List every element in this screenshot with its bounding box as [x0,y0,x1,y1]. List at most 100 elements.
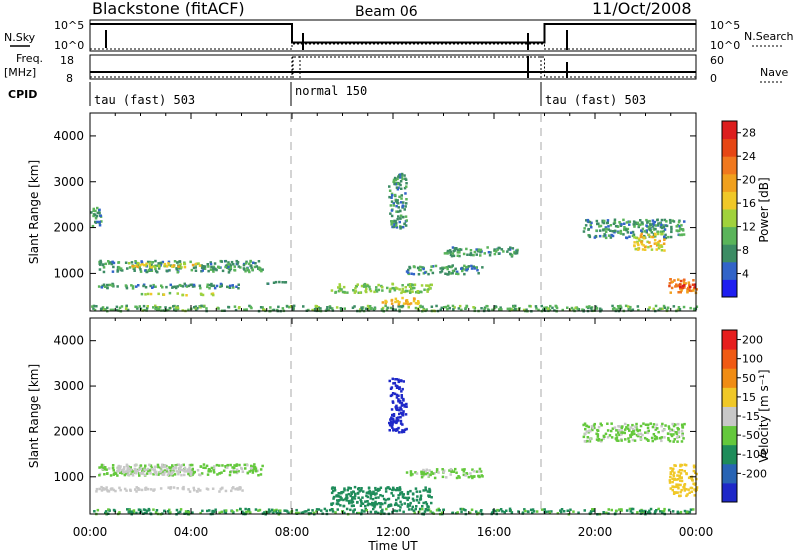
range-cell [124,261,128,264]
range-cell [114,489,117,493]
range-cell [410,508,414,511]
range-cell [453,306,456,309]
range-cell [676,478,680,481]
range-cell [365,509,368,512]
range-cell [139,270,143,273]
range-cell [260,269,263,273]
range-cell [302,305,305,308]
range-cell [499,308,503,312]
range-cell [417,510,421,513]
range-cell [435,468,439,471]
range-cell [206,509,209,513]
range-cell [152,283,155,287]
range-cell [411,497,415,501]
range-cell [397,378,400,381]
range-cell [255,265,259,268]
range-cell [534,305,538,308]
range-cell [117,261,120,264]
range-cell [353,305,356,308]
range-cell [448,306,451,310]
range-cell [404,413,408,416]
range-cell [669,467,672,470]
x-axis-label: Time UT [367,539,418,553]
range-cell [405,402,408,406]
range-cell [157,262,160,265]
range-cell [166,468,169,471]
range-cell [629,305,632,309]
range-cell [145,472,149,475]
range-cell [396,386,400,389]
range-cell [397,431,401,434]
range-cell [106,472,109,475]
range-cell [487,251,491,254]
range-cell [566,306,569,309]
range-cell [126,468,129,471]
range-cell [594,305,598,308]
range-cell [348,501,351,505]
range-cell [388,504,392,508]
range-cell [370,503,373,506]
range-cell [661,307,664,310]
range-cell [151,286,154,289]
colorbar-tick-label: 24 [742,150,756,163]
range-cell [239,266,242,269]
range-cell [588,305,591,308]
range-cell [445,476,448,479]
range-cell [692,482,695,485]
range-cell [657,243,660,246]
range-cell [688,287,691,291]
range-cell [566,509,569,512]
range-cell [402,380,405,383]
range-cell [406,490,410,494]
range-cell [680,233,684,237]
range-cell [389,420,393,424]
range-cell [100,286,104,289]
colorbar-tick-label: -15 [742,410,760,423]
range-cell [664,236,668,240]
range-cell [418,507,422,511]
range-cell [479,248,483,252]
nsearch-right-tick: 10^0 [710,39,740,52]
range-cell [178,468,181,472]
range-cell [388,185,391,188]
range-cell [154,307,157,311]
range-cell [156,307,159,311]
range-cell [397,175,400,178]
range-cell [421,507,424,511]
range-cell [670,225,673,229]
range-cell [395,393,399,397]
range-cell [149,472,152,475]
range-cell [155,509,159,512]
range-cell [118,467,121,470]
range-cell [407,268,410,272]
range-cell [398,308,401,312]
range-cell [271,508,274,512]
range-cell [231,466,234,469]
range-cell [398,509,402,512]
range-cell [190,283,194,286]
range-cell [162,464,165,467]
range-cell [119,465,122,468]
range-cell [209,262,213,266]
range-cell [662,229,665,233]
colorbar-block [722,279,737,298]
colorbar-block [722,387,737,407]
range-cell [218,464,221,467]
range-cell [344,497,347,501]
range-cell [663,507,666,511]
range-cell [219,285,222,288]
range-cell [209,268,213,271]
range-cell [667,437,670,440]
range-cell [354,492,357,496]
range-cell [409,470,413,473]
range-cell [405,198,408,201]
range-cell [154,285,157,288]
range-cell [452,249,455,253]
range-cell [96,206,99,210]
range-cell [450,469,454,472]
range-cell [641,509,644,513]
range-cell [661,510,664,513]
range-cell [425,468,428,471]
range-cell [551,306,554,310]
range-cell [645,438,649,441]
